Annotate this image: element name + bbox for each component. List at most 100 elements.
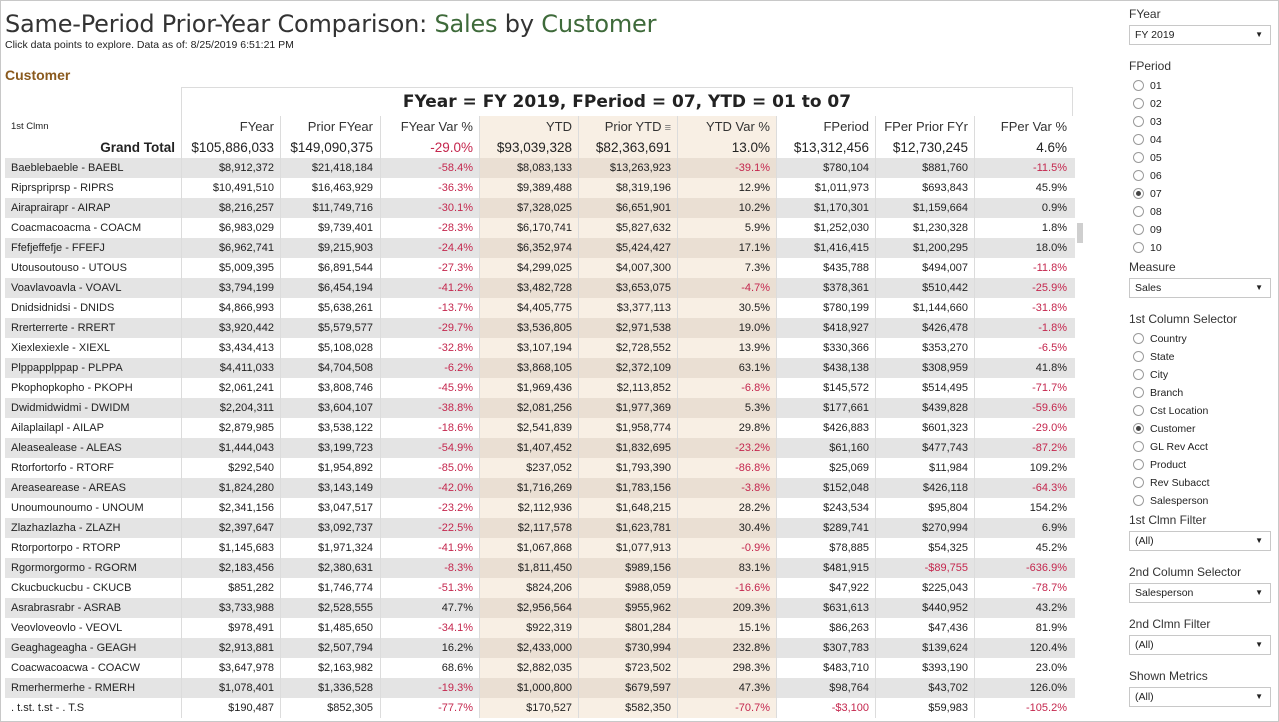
table-cell[interactable]: $105,886,033 bbox=[181, 138, 280, 158]
table-cell[interactable]: 17.1% bbox=[677, 238, 776, 258]
table-cell[interactable]: 68.6% bbox=[380, 658, 479, 678]
table-cell[interactable]: $2,341,156 bbox=[181, 498, 280, 518]
radio-icon[interactable] bbox=[1133, 495, 1144, 506]
radio-icon[interactable] bbox=[1133, 224, 1144, 235]
table-row[interactable]: Asrabrasrabr - ASRAB $3,733,988 $2,528,555… bbox=[5, 598, 1075, 618]
table-cell[interactable]: -77.7% bbox=[380, 698, 479, 718]
table-cell[interactable]: $6,983,029 bbox=[181, 218, 280, 238]
table-cell[interactable]: $955,962 bbox=[578, 598, 677, 618]
table-cell[interactable]: $6,170,741 bbox=[479, 218, 578, 238]
table-cell[interactable]: $2,113,852 bbox=[578, 378, 677, 398]
table-cell[interactable]: $4,299,025 bbox=[479, 258, 578, 278]
table-cell[interactable]: $989,156 bbox=[578, 558, 677, 578]
table-cell[interactable]: $243,534 bbox=[776, 498, 875, 518]
table-cell[interactable]: 5.3% bbox=[677, 398, 776, 418]
table-cell[interactable]: $3,199,723 bbox=[280, 438, 379, 458]
table-cell[interactable]: $3,920,442 bbox=[181, 318, 280, 338]
table-cell[interactable]: $8,319,196 bbox=[578, 178, 677, 198]
col1-selector-option[interactable]: Customer bbox=[1133, 421, 1196, 437]
table-cell[interactable]: $780,104 bbox=[776, 158, 875, 178]
table-cell[interactable]: 19.0% bbox=[677, 318, 776, 338]
table-row[interactable]: Rrerterrerte - RRERT $3,920,442 $5,579,577… bbox=[5, 318, 1075, 338]
table-row[interactable]: Ffefjeffefje - FFEFJ $6,962,741 $9,215,903… bbox=[5, 238, 1075, 258]
column-header[interactable]: FPer Var % bbox=[974, 116, 1073, 138]
table-row[interactable]: Ailaplailapl - AILAP $2,879,985 $3,538,122… bbox=[5, 418, 1075, 438]
table-cell[interactable]: -36.3% bbox=[380, 178, 479, 198]
col2-selector-dropdown[interactable]: Salesperson ▼ bbox=[1129, 583, 1271, 603]
row-label[interactable]: Rrerterrerte - RRERT bbox=[11, 322, 116, 334]
table-cell[interactable]: $426,478 bbox=[875, 318, 974, 338]
table-cell[interactable]: -23.2% bbox=[380, 498, 479, 518]
table-cell[interactable]: $2,117,578 bbox=[479, 518, 578, 538]
col1-selector-option[interactable]: GL Rev Acct bbox=[1133, 439, 1208, 455]
row-label[interactable]: Areasearease - AREAS bbox=[11, 482, 126, 494]
table-cell[interactable]: -71.7% bbox=[974, 378, 1073, 398]
radio-selected-icon[interactable] bbox=[1133, 423, 1144, 434]
row-label[interactable]: Ffefjeffefje - FFEFJ bbox=[11, 242, 105, 254]
table-cell[interactable]: $13,312,456 bbox=[776, 138, 875, 158]
table-row[interactable]: Veovloveovlo - VEOVL $978,491 $1,485,650 -3… bbox=[5, 618, 1075, 638]
radio-icon[interactable] bbox=[1133, 98, 1144, 109]
table-cell[interactable]: $679,597 bbox=[578, 678, 677, 698]
table-cell[interactable]: 41.8% bbox=[974, 358, 1073, 378]
table-cell[interactable]: $631,613 bbox=[776, 598, 875, 618]
row-label[interactable]: Coacmacoacma - COACM bbox=[11, 222, 142, 234]
table-row[interactable]: Zlazhazlazha - ZLAZH $2,397,647 $3,092,737… bbox=[5, 518, 1075, 538]
table-cell[interactable]: $1,336,528 bbox=[280, 678, 379, 698]
table-cell[interactable]: $1,077,913 bbox=[578, 538, 677, 558]
table-cell[interactable]: $292,540 bbox=[181, 458, 280, 478]
table-cell[interactable]: $54,325 bbox=[875, 538, 974, 558]
row-label[interactable]: Ckucbuckucbu - CKUCB bbox=[11, 582, 132, 594]
col1-selector-option[interactable]: Salesperson bbox=[1133, 493, 1208, 509]
fperiod-option[interactable]: 05 bbox=[1133, 150, 1162, 166]
table-cell[interactable]: -32.8% bbox=[380, 338, 479, 358]
table-cell[interactable]: $5,424,427 bbox=[578, 238, 677, 258]
radio-icon[interactable] bbox=[1133, 206, 1144, 217]
table-cell[interactable]: -41.9% bbox=[380, 538, 479, 558]
table-cell[interactable]: $1,824,280 bbox=[181, 478, 280, 498]
table-row[interactable]: Dnidsidnidsi - DNIDS $4,866,993 $5,638,261… bbox=[5, 298, 1075, 318]
table-cell[interactable]: $1,170,301 bbox=[776, 198, 875, 218]
table-cell[interactable]: $289,741 bbox=[776, 518, 875, 538]
table-cell[interactable]: $3,538,122 bbox=[280, 418, 379, 438]
table-cell[interactable]: $4,007,300 bbox=[578, 258, 677, 278]
col1-selector-option[interactable]: Rev Subacct bbox=[1133, 475, 1210, 491]
row-label[interactable]: Geaghageagha - GEAGH bbox=[11, 642, 137, 654]
table-cell[interactable]: $1,958,774 bbox=[578, 418, 677, 438]
table-cell[interactable]: $21,418,184 bbox=[280, 158, 379, 178]
table-cell[interactable]: 109.2% bbox=[974, 458, 1073, 478]
table-cell[interactable]: $393,190 bbox=[875, 658, 974, 678]
table-cell[interactable]: 18.0% bbox=[974, 238, 1073, 258]
table-cell[interactable]: $170,527 bbox=[479, 698, 578, 718]
table-cell[interactable]: -11.5% bbox=[974, 158, 1073, 178]
table-cell[interactable]: -42.0% bbox=[380, 478, 479, 498]
col1-selector-option[interactable]: Cst Location bbox=[1133, 403, 1208, 419]
table-row[interactable]: Rtorfortorfo - RTORF $292,540 $1,954,892 -8… bbox=[5, 458, 1075, 478]
table-cell[interactable]: -58.4% bbox=[380, 158, 479, 178]
table-cell[interactable]: 1.8% bbox=[974, 218, 1073, 238]
radio-icon[interactable] bbox=[1133, 333, 1144, 344]
row-label[interactable]: Coacwacoacwa - COACW bbox=[11, 662, 140, 674]
table-cell[interactable]: -38.8% bbox=[380, 398, 479, 418]
row-label[interactable]: Utousoutouso - UTOUS bbox=[11, 262, 127, 274]
table-cell[interactable]: -$3,100 bbox=[776, 698, 875, 718]
table-cell[interactable]: $270,994 bbox=[875, 518, 974, 538]
table-cell[interactable]: 0.9% bbox=[974, 198, 1073, 218]
table-cell[interactable]: -105.2% bbox=[974, 698, 1073, 718]
table-cell[interactable]: $2,971,538 bbox=[578, 318, 677, 338]
table-cell[interactable]: $2,081,256 bbox=[479, 398, 578, 418]
fyear-dropdown[interactable]: FY 2019 ▼ bbox=[1129, 25, 1271, 45]
table-cell[interactable]: -25.9% bbox=[974, 278, 1073, 298]
column-header[interactable]: YTD Var % bbox=[677, 116, 776, 138]
table-cell[interactable]: $47,922 bbox=[776, 578, 875, 598]
table-cell[interactable]: $4,411,033 bbox=[181, 358, 280, 378]
grand-total-label[interactable]: Grand Total bbox=[100, 140, 175, 155]
table-cell[interactable]: 232.8% bbox=[677, 638, 776, 658]
table-cell[interactable]: $1,230,328 bbox=[875, 218, 974, 238]
table-cell[interactable]: 63.1% bbox=[677, 358, 776, 378]
table-cell[interactable]: $514,495 bbox=[875, 378, 974, 398]
table-row[interactable]: Unoumounoumo - UNOUM $2,341,156 $3,047,517… bbox=[5, 498, 1075, 518]
table-row[interactable]: Xiexlexiexle - XIEXL $3,434,413 $5,108,028… bbox=[5, 338, 1075, 358]
table-cell[interactable]: $2,433,000 bbox=[479, 638, 578, 658]
row-label[interactable]: Asrabrasrabr - ASRAB bbox=[11, 602, 122, 614]
